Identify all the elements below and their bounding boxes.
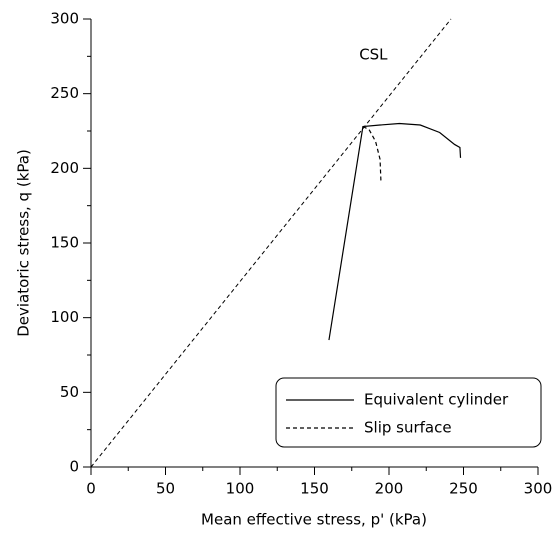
legend-label: Slip surface — [364, 419, 452, 437]
y-tick-label: 200 — [50, 159, 79, 177]
y-tick-label: 300 — [50, 10, 79, 28]
series-line — [328, 122, 462, 341]
legend-box — [275, 377, 542, 448]
y-tick-label: 50 — [60, 383, 79, 401]
series-line — [362, 125, 382, 182]
x-axis-label: Mean effective stress, p' (kPa) — [201, 511, 427, 529]
y-axis-label: Deviatoric stress, q (kPa) — [15, 149, 33, 337]
y-tick-label: 100 — [50, 308, 79, 326]
legend-label: Equivalent cylinder — [364, 391, 509, 409]
csl-line — [90, 18, 452, 468]
y-tick-label: 150 — [50, 234, 79, 252]
x-tick-label: 300 — [524, 480, 553, 498]
y-tick-label: 250 — [50, 84, 79, 102]
x-tick-label: 0 — [86, 480, 96, 498]
x-tick-label: 200 — [375, 480, 404, 498]
y-tick-label: 0 — [69, 458, 79, 476]
csl-label: CSL — [359, 45, 388, 63]
x-tick-label: 250 — [449, 480, 478, 498]
x-tick-label: 150 — [300, 480, 329, 498]
x-tick-label: 100 — [226, 480, 255, 498]
x-tick-label: 50 — [156, 480, 175, 498]
